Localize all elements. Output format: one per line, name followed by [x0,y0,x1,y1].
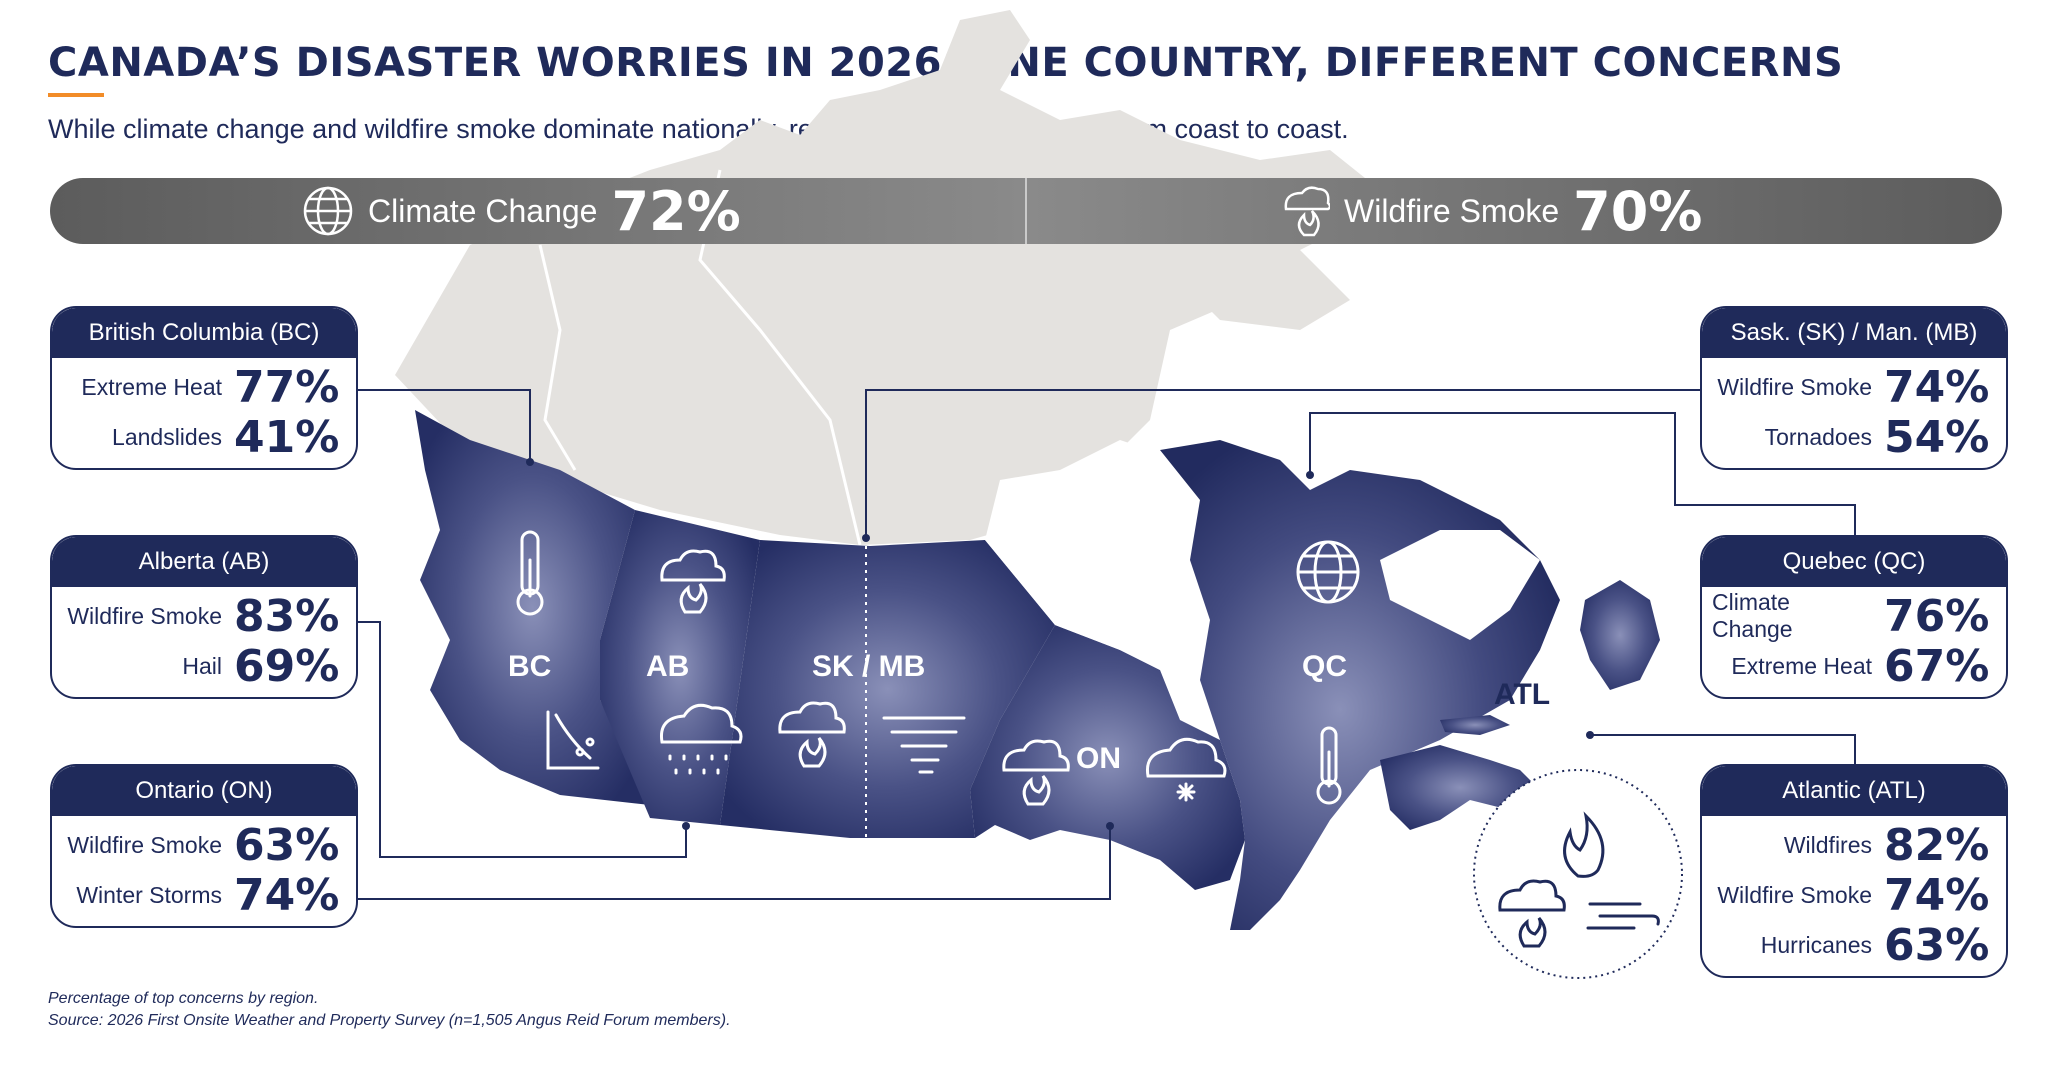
on-shape [970,625,1245,890]
atl-smoke-fire-icon [1498,879,1566,948]
northern-territories-shape [395,10,1380,545]
row-value: 76% [1884,590,1990,642]
bc-thermometer-icon [516,530,544,616]
card-title: Quebec (QC) [1702,537,2006,587]
ab-smoke-fire-icon [660,549,726,614]
row-label: Wildfires [1783,831,1872,858]
atl-wildfire-icon [1563,811,1605,878]
banner-divider [1025,178,1027,244]
ab-shape [600,510,760,825]
card-row: Hail 69% [62,640,346,692]
row-value: 74% [1884,361,1990,413]
labrador-shape [1380,530,1540,640]
title-accent-rule [48,93,104,97]
hudson-bay-shape [985,440,1200,670]
card-title: Atlantic (ATL) [1702,766,2006,816]
map-label-bc: BC [508,650,552,683]
map-label-on: ON [1076,742,1121,775]
row-value: 82% [1884,819,1990,871]
row-label: Hail [182,652,222,679]
national-climate-change: Climate Change 72% [302,178,741,244]
card-row: Wildfire Smoke 63% [62,819,346,871]
card-title: British Columbia (BC) [52,308,356,358]
row-label: Extreme Heat [81,373,222,400]
card-row: Wildfire Smoke 83% [62,590,346,642]
on-snowstorm-icon [1145,737,1227,802]
card-row: Wildfire Smoke 74% [1712,361,1996,413]
maritimes-shape [1380,745,1540,830]
row-value: 77% [234,361,340,413]
bc-landslide-icon [546,710,600,770]
row-value: 41% [234,411,340,463]
connector-lines [355,389,1856,900]
qc-globe-icon [1296,540,1360,604]
ab-hail-icon [659,703,743,775]
row-label: Wildfire Smoke [67,602,222,629]
row-value: 83% [234,590,340,642]
skmb-tornado-icon [882,716,966,774]
card-on: Ontario (ON) Wildfire Smoke 63% Winter S… [50,764,358,928]
smoke-fire-icon [1284,186,1330,237]
card-row: Tornadoes 54% [1712,411,1996,463]
map-label-ab: AB [646,650,690,683]
row-value: 63% [1884,919,1990,971]
source-note: Source: 2026 First Onsite Weather and Pr… [48,1012,731,1029]
row-label: Tornadoes [1764,423,1872,450]
national-label-smoke: Wildfire Smoke [1344,192,1560,229]
map-label-skmb: SK / MB [812,650,926,683]
connector-dots [526,458,1594,830]
card-row: Climate Change 76% [1712,589,1996,642]
card-title: Alberta (AB) [52,537,356,587]
row-label: Wildfire Smoke [1717,881,1872,908]
card-skmb: Sask. (SK) / Man. (MB) Wildfire Smoke 74… [1700,306,2008,470]
anticosti-shape [1440,715,1510,735]
atlantic-icons-circle [1473,769,1683,979]
card-row: Landslides 41% [62,411,346,463]
row-value: 74% [234,869,340,921]
card-row: Extreme Heat 67% [1712,640,1996,692]
card-row: Hurricanes 63% [1712,919,1996,971]
national-wildfire-smoke: Wildfire Smoke 70% [1282,178,1702,244]
national-value-smoke: 70% [1573,179,1703,243]
national-label-climate: Climate Change [368,192,598,229]
row-value: 74% [1884,869,1990,921]
card-qc: Quebec (QC) Climate Change 76% Extreme H… [1700,535,2008,699]
card-row: Winter Storms 74% [62,869,346,921]
national-value-climate: 72% [611,179,741,243]
row-label: Wildfire Smoke [1717,373,1872,400]
card-atl: Atlantic (ATL) Wildfires 82% Wildfire Sm… [1700,764,2008,978]
card-ab: Alberta (AB) Wildfire Smoke 83% Hail 69% [50,535,358,699]
row-label: Climate Change [1712,589,1793,642]
atl-hurricane-wind-icon [1586,902,1660,930]
row-label: Winter Storms [76,881,222,908]
card-row: Wildfire Smoke 74% [1712,869,1996,921]
card-title: Ontario (ON) [52,766,356,816]
footnote: Percentage of top concerns by region. [48,990,319,1007]
bc-shape [415,410,650,805]
row-value: 67% [1884,640,1990,692]
northwest-border-line [538,244,577,471]
newfoundland-shape [1580,580,1660,690]
card-title: Sask. (SK) / Man. (MB) [1702,308,2006,358]
row-value: 63% [234,819,340,871]
qc-thermometer-icon [1316,726,1342,805]
row-value: 54% [1884,411,1990,463]
row-label: Extreme Heat [1731,652,1872,679]
row-value: 69% [234,640,340,692]
row-label: Hurricanes [1760,931,1872,958]
on-smoke-fire-icon [1002,739,1070,806]
map-label-atl: ATL [1494,678,1551,711]
globe-icon [303,186,353,236]
row-label: Landslides [112,423,222,450]
card-bc: British Columbia (BC) Extreme Heat 77% L… [50,306,358,470]
arctic-islands-shape [1150,230,1350,330]
map-label-qc: QC [1302,650,1347,683]
row-label: Wildfire Smoke [67,831,222,858]
card-row: Extreme Heat 77% [62,361,346,413]
skmb-smoke-fire-icon [778,701,846,768]
card-row: Wildfires 82% [1712,819,1996,871]
